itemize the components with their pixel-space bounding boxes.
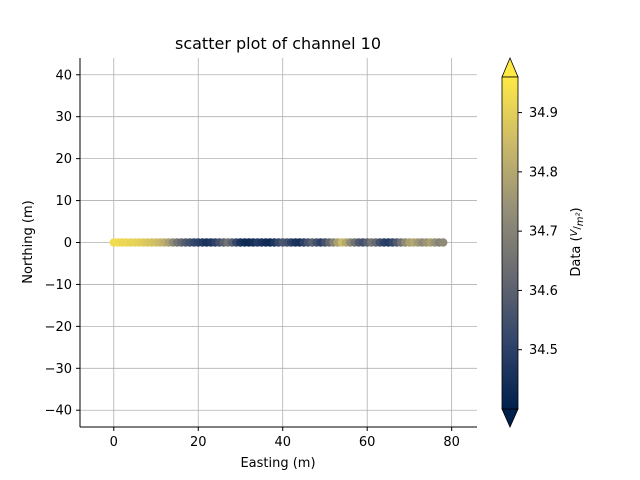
y-tick-label: 10 <box>55 194 72 209</box>
x-tick-label: 20 <box>190 435 207 450</box>
y-tick-label: −20 <box>45 320 72 335</box>
y-axis-ticks: −40 −30 −20 −10 0 10 20 30 40 <box>45 68 80 419</box>
y-tick-label: −30 <box>45 362 72 377</box>
y-tick-label: 20 <box>55 152 72 167</box>
colorbar-ticks: 34.5 34.6 34.7 34.8 34.9 <box>518 106 558 358</box>
x-tick-label: 40 <box>274 435 291 450</box>
grid-lines <box>80 58 477 427</box>
x-tick-label: 80 <box>443 435 460 450</box>
y-tick-label: −10 <box>45 278 72 293</box>
chart-title: scatter plot of channel 10 <box>175 34 381 53</box>
colorbar-gradient <box>501 76 519 410</box>
colorbar-extend-bottom <box>501 408 519 428</box>
colorbar-tick-label: 34.9 <box>529 106 558 121</box>
x-axis-label: Easting (m) <box>240 456 315 471</box>
colorbar-tick-label: 34.6 <box>529 284 558 299</box>
colorbar: 34.5 34.6 34.7 34.8 34.9 Data (V/m²) <box>501 56 586 428</box>
y-axis-label: Northing (m) <box>21 200 36 283</box>
colorbar-tick-label: 34.8 <box>529 165 558 180</box>
colorbar-extend-top <box>501 56 519 78</box>
x-tick-label: 60 <box>359 435 376 450</box>
y-tick-label: −40 <box>45 404 72 419</box>
colorbar-label: Data (V/m²) <box>569 207 586 276</box>
colorbar-tick-label: 34.7 <box>529 225 558 240</box>
y-tick-label: 40 <box>55 68 72 83</box>
colorbar-tick-label: 34.5 <box>529 343 558 358</box>
x-tick-label: 0 <box>110 435 118 450</box>
scatter-points <box>109 238 448 247</box>
x-axis-ticks: 0 20 40 60 80 <box>110 427 460 450</box>
y-tick-label: 30 <box>55 110 72 125</box>
data-point <box>439 238 448 247</box>
y-tick-label: 0 <box>64 236 72 251</box>
